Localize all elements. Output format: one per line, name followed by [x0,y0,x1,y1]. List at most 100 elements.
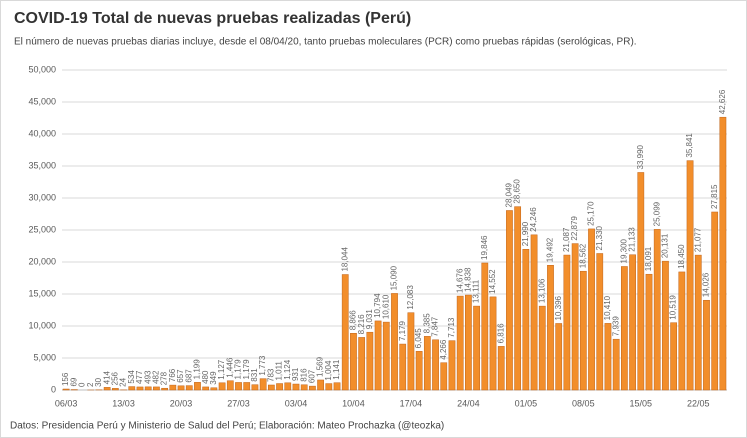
data-label: 21,990 [521,221,530,246]
data-label: 1,179 [242,359,251,380]
x-tick-label: 24/04 [457,398,480,408]
bar [218,382,226,391]
bar [317,379,324,391]
bar [571,243,579,391]
data-label: 10,610 [381,294,390,319]
bar [637,172,645,391]
bar [563,254,571,391]
bar [596,253,604,391]
data-label: 35,841 [685,133,694,158]
x-tick-label: 08/05 [572,398,595,408]
data-label: 256 [110,371,119,385]
bar [465,294,472,391]
y-tick-label: 50,000 [28,64,56,74]
data-label: 1,011 [275,361,284,381]
data-label: 24,246 [529,207,538,232]
data-label: 15,090 [390,265,399,290]
bar [284,382,292,391]
bar [645,273,653,391]
bar [341,274,349,391]
data-label: 28,650 [513,179,522,204]
bar [678,271,686,391]
bar [185,385,193,391]
x-tick-label: 03/04 [285,398,308,408]
bar [202,386,210,391]
data-label: 1,446 [225,357,234,378]
data-label: 18,044 [340,246,349,271]
data-label: 19,846 [480,235,489,260]
x-tick-label: 22/05 [687,398,710,408]
x-tick-label: 20/03 [170,398,193,408]
x-tick-label: 17/04 [400,398,423,408]
bar [588,228,595,391]
y-tick-label: 15,000 [28,288,56,298]
data-label: 69 [69,377,78,386]
bar [128,386,136,391]
data-label: 1,127 [217,359,226,380]
data-label: 10,519 [669,295,678,320]
y-tick-label: 5,000 [33,352,56,362]
y-tick-label: 35,000 [28,160,56,170]
bar [662,260,669,391]
data-label: 25,099 [652,201,661,226]
data-label: 607 [308,369,317,383]
data-label: 24 [119,377,128,386]
bar [333,382,341,391]
bar [506,210,513,391]
x-tick-label: 06/03 [55,398,78,408]
y-tick-label: 0 [51,384,56,394]
bar [161,387,168,391]
data-label: 8,385 [422,313,431,334]
data-label: 477 [135,370,144,384]
data-label: 1,124 [283,359,292,380]
bar [538,305,546,391]
bar [144,386,152,391]
bar [456,295,464,391]
bar [194,382,201,391]
bar [711,211,719,391]
bar [621,266,628,391]
bar [514,206,522,391]
data-label: 349 [209,371,218,385]
bar [136,386,144,391]
data-label: 13,111 [472,279,481,303]
bar [243,382,251,391]
data-label: 19,492 [546,237,555,262]
bar [276,383,283,391]
bar [415,351,423,391]
data-label: 7,179 [398,320,407,341]
data-label: 18,450 [677,244,686,269]
bar [489,296,497,391]
y-tick-label: 40,000 [28,128,56,138]
bar [629,254,636,391]
bar [111,388,119,391]
data-label: 493 [143,370,152,384]
bar [579,270,587,391]
data-label: 0 [78,382,87,387]
bar [309,385,316,391]
data-label: 12,083 [406,285,415,310]
bar [703,299,710,391]
data-label: 21,133 [628,227,637,252]
data-label: 9,031 [365,309,374,330]
y-tick-label: 20,000 [28,256,56,266]
bar [604,323,612,391]
data-label: 4,266 [439,339,448,360]
data-label: 14,838 [463,267,472,292]
data-label: 7,939 [611,316,620,337]
bar [169,384,177,391]
data-label: 27,815 [710,184,719,209]
data-label: 42,626 [718,89,727,114]
bar [440,362,448,391]
data-label: 10,410 [603,295,612,320]
data-label: 831 [250,368,259,382]
data-label: 18,091 [644,246,653,271]
data-label: 783 [266,368,275,382]
bar [292,383,300,391]
data-label: 1,199 [193,359,202,380]
data-label: 20,131 [661,233,670,258]
data-label: 7,713 [447,317,456,338]
data-label: 8,866 [349,310,358,331]
data-label: 766 [168,368,177,382]
